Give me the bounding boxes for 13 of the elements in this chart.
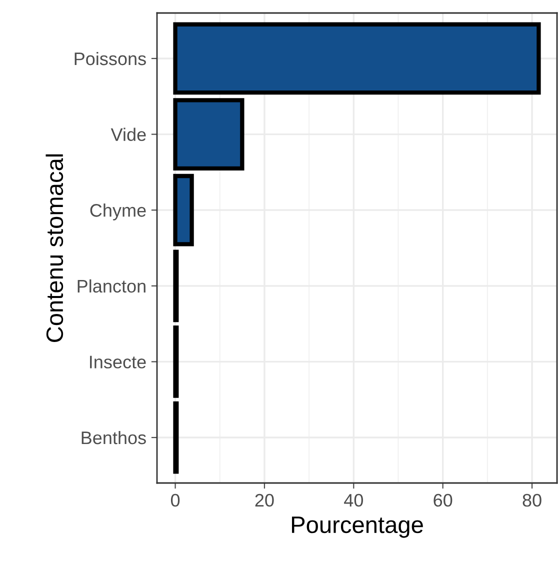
y-tick-label: Benthos — [82, 430, 146, 444]
y-axis-title: Contenu stomacal — [46, 154, 64, 342]
y-tick-label: Chyme — [90, 204, 146, 220]
x-axis-title: Pourcentage — [292, 516, 423, 538]
x-tick-label: 80 — [522, 494, 542, 507]
y-tick-label: Vide — [110, 128, 146, 142]
y-tick-label: Poissons — [74, 52, 146, 66]
y-tick-label: Insecte — [90, 356, 146, 368]
x-tick-label: 40 — [344, 494, 363, 507]
x-tick-label: 20 — [255, 494, 274, 507]
y-tick-label: Plancton — [78, 279, 146, 293]
x-tick-label: 60 — [434, 494, 452, 507]
x-tick-label: 0 — [170, 494, 180, 507]
